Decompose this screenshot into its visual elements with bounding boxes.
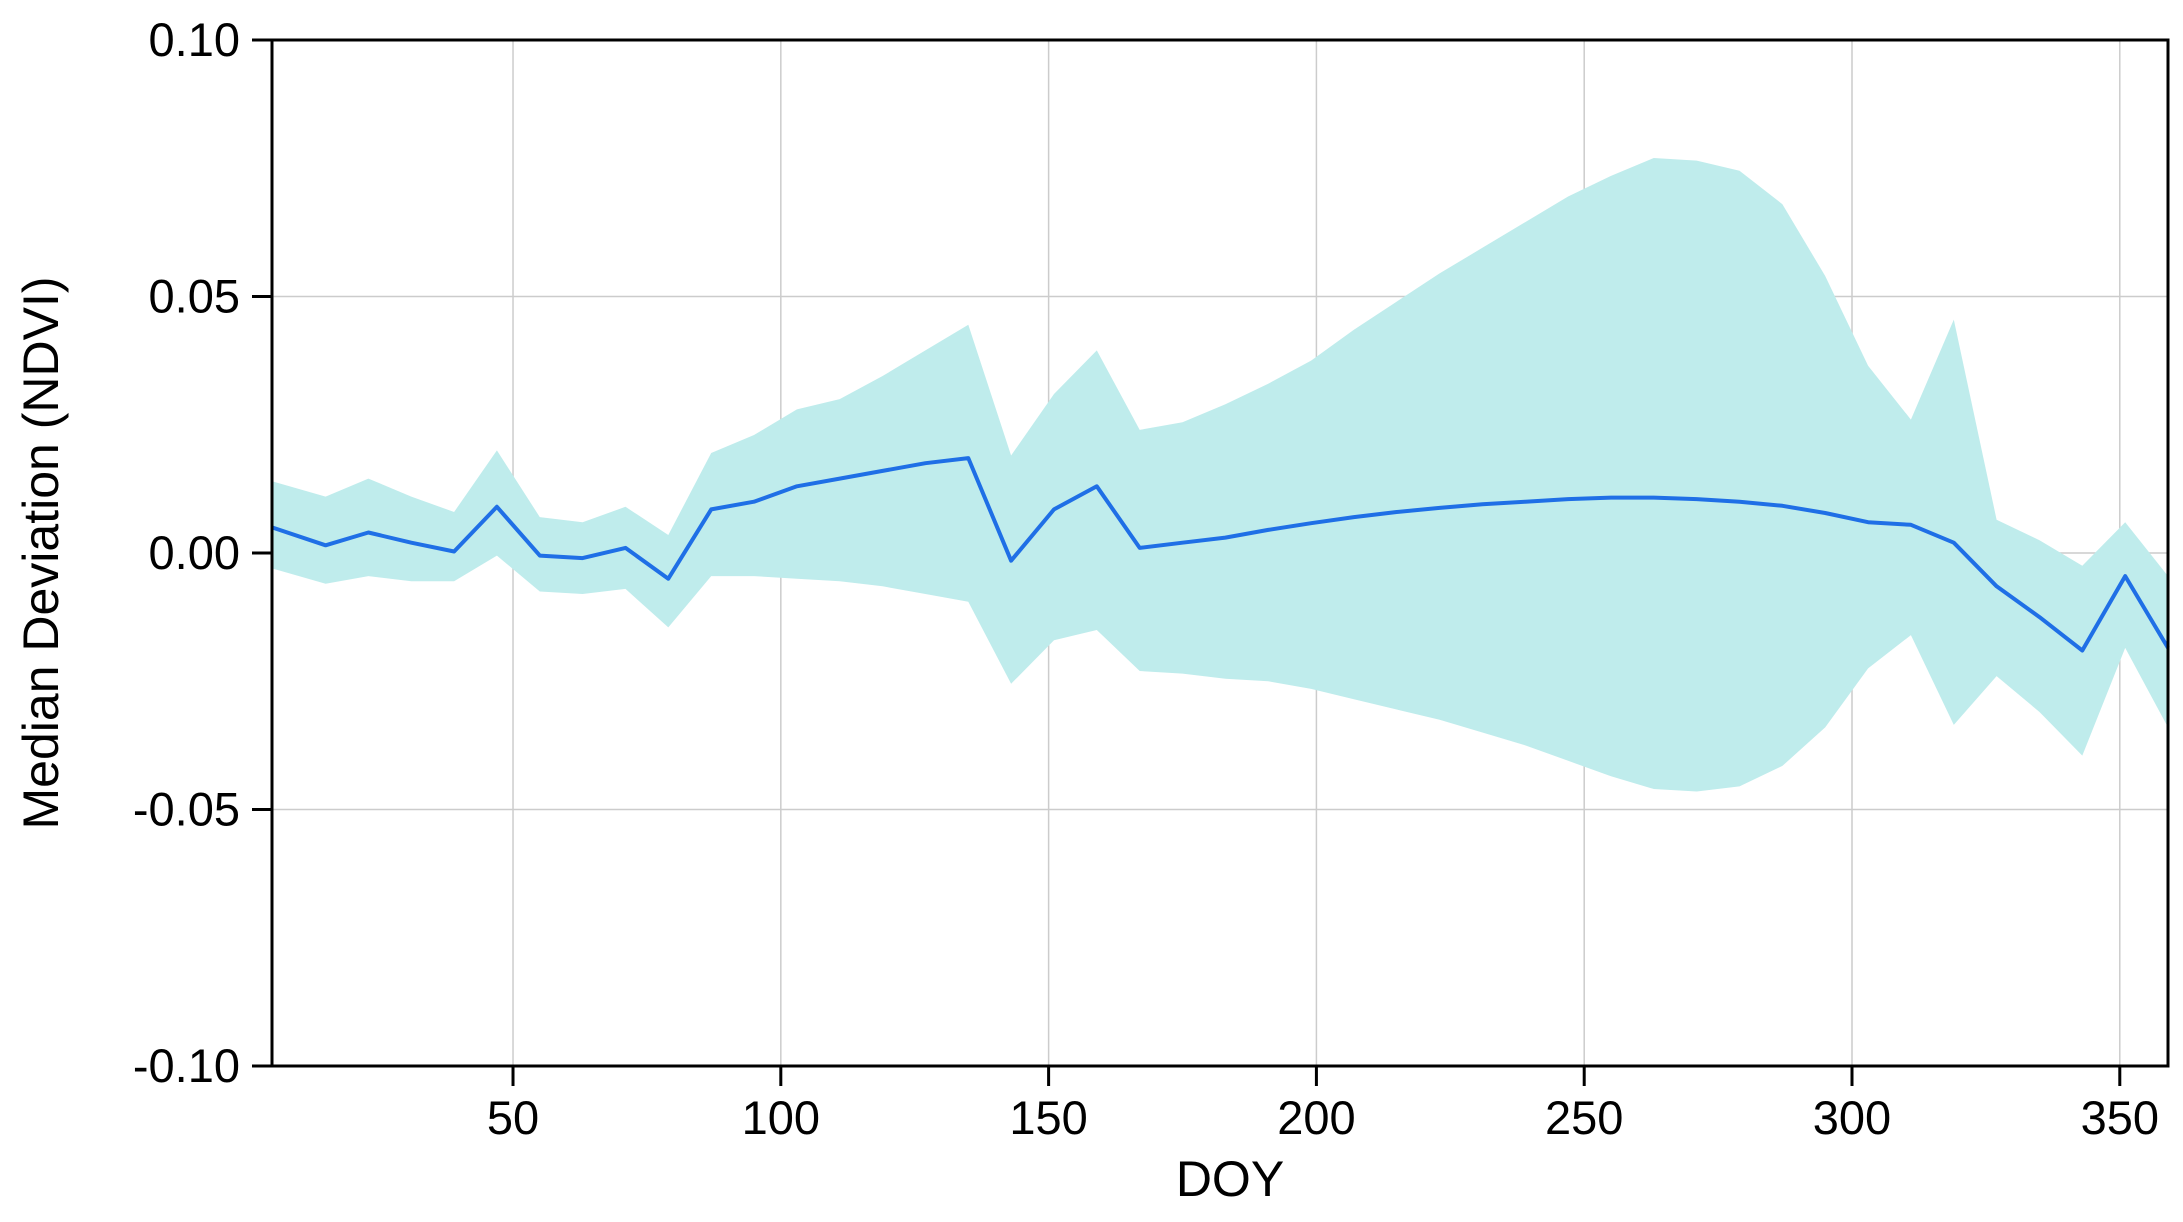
x-tick-label: 350: [2081, 1091, 2159, 1144]
x-tick-label: 250: [1545, 1091, 1623, 1144]
x-tick-label: 50: [487, 1091, 539, 1144]
x-axis-label: DOY: [1176, 1151, 1284, 1207]
median-line-layer: [271, 456, 2170, 653]
y-tick-label: 0.05: [149, 270, 240, 323]
x-tick-label: 200: [1277, 1091, 1355, 1144]
y-tick-label: -0.10: [133, 1039, 240, 1092]
y-tick-label: 0.10: [149, 13, 240, 66]
axes: [252, 38, 2170, 1086]
tick-labels: 50 100 150 200 250 300 350 0.10 0.05 0.00 -0.05 -0.…: [133, 13, 2159, 1144]
median-line: [271, 456, 2170, 653]
x-tick-label: 100: [742, 1091, 820, 1144]
y-tick-label: 0.00: [149, 526, 240, 579]
y-axis-label: Median Deviation (NDVI): [13, 277, 69, 830]
x-tick-label: 150: [1009, 1091, 1087, 1144]
x-tick-label: 300: [1813, 1091, 1891, 1144]
deviation-band-area: [272, 158, 2168, 792]
y-tick-label: -0.05: [133, 783, 240, 836]
deviation-band: [272, 158, 2168, 792]
